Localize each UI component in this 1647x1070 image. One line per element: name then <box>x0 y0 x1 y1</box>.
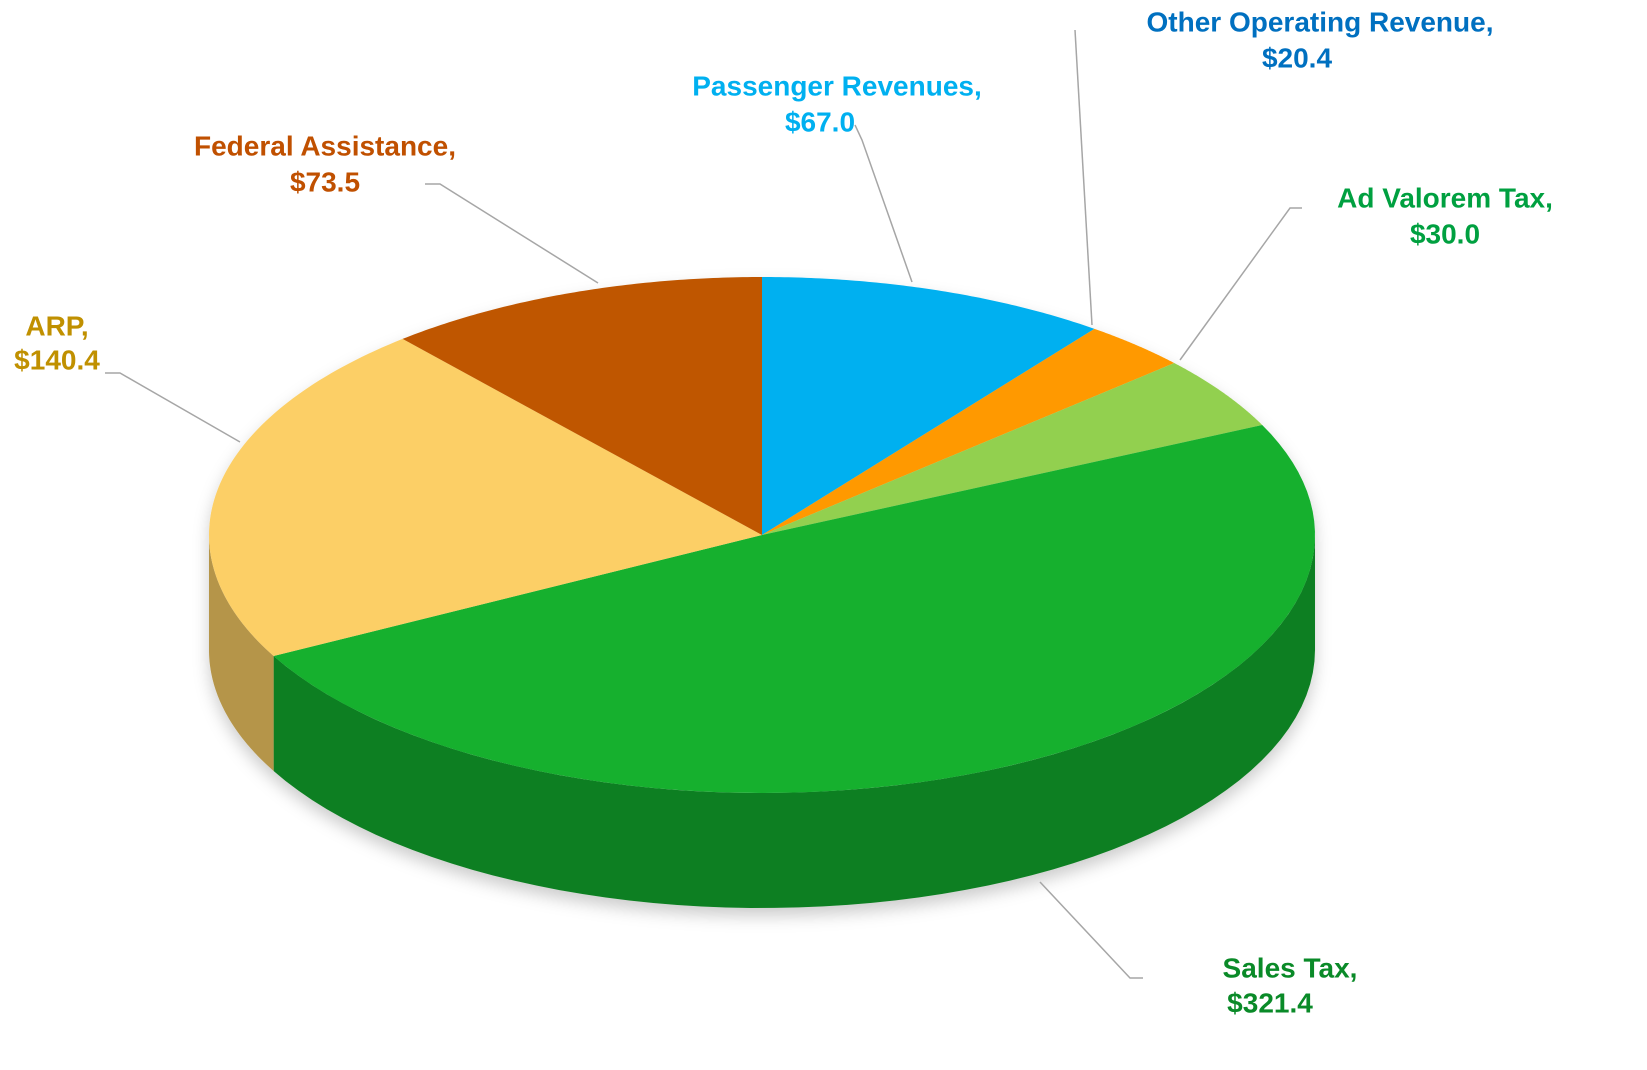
slice <box>762 363 1263 535</box>
value-label: $67.0 <box>785 106 855 137</box>
pie <box>209 277 1315 908</box>
slice-side <box>273 535 1315 908</box>
category-label: Other Operating Revenue, <box>1147 6 1494 37</box>
leader-lines <box>105 29 1302 979</box>
value-label: $73.5 <box>290 166 360 197</box>
slice <box>762 277 1095 535</box>
leader-line <box>105 372 241 443</box>
slice <box>209 338 763 657</box>
labels: Passenger Revenues, $67.0 Other Operating … <box>14 6 1553 1018</box>
category-label: Federal Assistance, <box>194 130 456 161</box>
category-label: ARP, <box>25 310 88 341</box>
leader-line <box>1179 207 1302 361</box>
slice <box>402 277 762 535</box>
category-label: Sales Tax, <box>1223 952 1358 983</box>
value-label: $140.4 <box>14 344 100 375</box>
category-label: Ad Valorem Tax, <box>1337 182 1553 213</box>
value-label: $30.0 <box>1410 218 1480 249</box>
leader-line <box>1074 29 1093 326</box>
category-label: Passenger Revenues, <box>692 70 982 101</box>
value-label: $20.4 <box>1262 42 1332 73</box>
leader-line <box>1039 881 1143 979</box>
leader-line <box>425 183 599 284</box>
slice <box>762 328 1175 535</box>
slice <box>273 424 1315 793</box>
value-label: $321.4 <box>1227 987 1313 1018</box>
slice-side <box>209 535 274 772</box>
leader-line <box>854 124 913 283</box>
